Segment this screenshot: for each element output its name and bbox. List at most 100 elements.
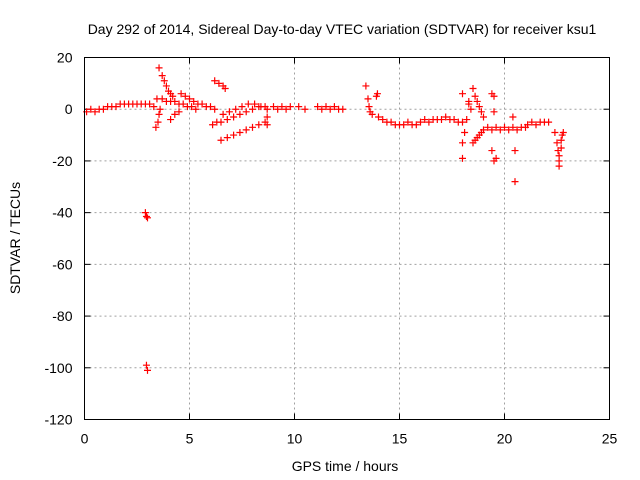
data-point [473, 97, 481, 105]
data-point [477, 108, 485, 116]
data-point [150, 103, 158, 111]
data-point [513, 126, 521, 134]
data-point [511, 147, 519, 155]
data-point [238, 103, 246, 111]
data-point [545, 118, 553, 126]
data-point [365, 103, 373, 111]
y-tick-label: 0 [65, 101, 73, 117]
data-point [438, 116, 445, 124]
x-tick-label: 15 [392, 431, 408, 447]
data-point [215, 79, 223, 87]
data-point [249, 123, 256, 131]
data-point [141, 209, 149, 217]
data-point [209, 121, 217, 129]
data-point [230, 113, 238, 121]
data-point [318, 105, 326, 113]
data-point [492, 123, 500, 131]
data-point [232, 105, 240, 113]
y-tick-label: -60 [52, 256, 72, 272]
data-point [236, 128, 244, 136]
data-point [155, 64, 163, 72]
data-point [155, 110, 163, 118]
data-point [156, 105, 164, 113]
data-point [417, 118, 424, 126]
data-point [198, 100, 206, 108]
data-point [160, 77, 168, 85]
data-point [368, 110, 376, 118]
data-point [459, 139, 466, 147]
y-tick-label: -120 [44, 412, 72, 428]
data-point [465, 97, 473, 105]
data-point [99, 105, 107, 113]
data-point [412, 121, 420, 129]
data-point [169, 92, 177, 100]
data-point [144, 214, 151, 222]
data-point [511, 178, 519, 186]
data-point [330, 103, 338, 111]
y-axis-label: SDTVAR / TECUs [7, 182, 23, 294]
data-point [532, 121, 540, 129]
data-point [175, 108, 183, 116]
data-point [475, 103, 483, 111]
data-point [555, 162, 563, 170]
data-point [242, 108, 250, 116]
x-axis-label: GPS time / hours [292, 458, 399, 474]
data-point [278, 103, 286, 111]
data-point [496, 126, 504, 134]
data-point [190, 97, 198, 105]
data-point [471, 92, 479, 100]
data-point [213, 118, 221, 126]
data-point [364, 95, 372, 103]
data-point [270, 103, 277, 111]
plot-frame [84, 57, 610, 420]
data-point [154, 118, 162, 126]
data-point [263, 113, 271, 121]
gridlines [84, 57, 610, 420]
data-point [217, 136, 225, 144]
data-point [144, 366, 151, 374]
data-point [152, 123, 160, 131]
x-tick-label: 10 [287, 431, 303, 447]
y-tick-label: -100 [44, 360, 72, 376]
data-point [339, 105, 347, 113]
data-point [322, 103, 330, 111]
data-point [263, 105, 271, 113]
data-point [463, 116, 471, 124]
data-point [221, 85, 229, 93]
data-point [223, 134, 231, 142]
data-point [387, 118, 395, 126]
x-axis-ticks: 0 5 10 15 20 25 [81, 57, 617, 447]
data-point [167, 116, 175, 124]
data-point [557, 136, 565, 144]
x-tick-label: 0 [81, 431, 89, 447]
data-point [263, 121, 271, 129]
y-tick-label: -40 [52, 205, 72, 221]
data-point [442, 113, 450, 121]
data-point [171, 97, 179, 105]
data-point [459, 118, 466, 126]
data-point [249, 105, 256, 113]
data-point [142, 213, 150, 221]
data-point [488, 126, 496, 134]
data-point [425, 118, 433, 126]
data-point [255, 121, 263, 129]
data-series [83, 64, 567, 374]
data-point [551, 128, 559, 136]
data-point [326, 105, 334, 113]
data-point [461, 128, 469, 136]
data-point [87, 105, 95, 113]
data-point [459, 90, 466, 98]
data-point [528, 118, 536, 126]
x-tick-label: 5 [186, 431, 194, 447]
data-point [559, 128, 567, 136]
data-point [251, 100, 259, 108]
data-point [171, 110, 179, 118]
data-point [225, 108, 233, 116]
data-point [421, 116, 429, 124]
y-tick-label: -20 [52, 153, 72, 169]
data-point [400, 121, 408, 129]
data-point [469, 85, 477, 93]
data-point [223, 116, 231, 124]
data-point [524, 121, 532, 129]
